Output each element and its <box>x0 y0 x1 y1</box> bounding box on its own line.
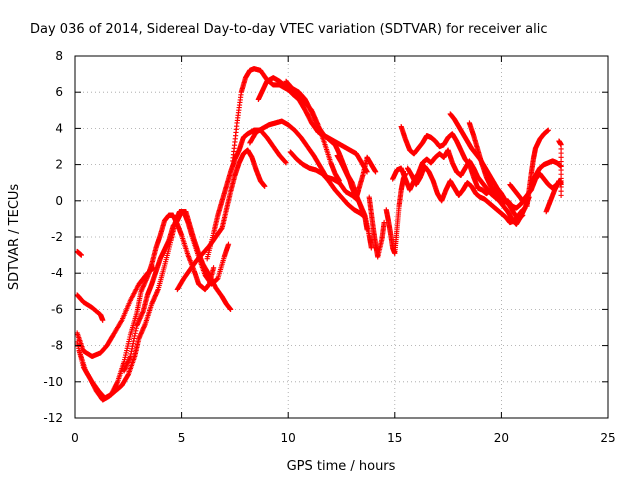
data-track <box>204 127 289 262</box>
data-point <box>283 160 289 166</box>
data-track <box>76 212 217 401</box>
x-tick-label: 5 <box>178 431 186 445</box>
plot-frame <box>74 55 609 419</box>
data-track <box>383 171 409 256</box>
x-tick-labels: 0 5 10 15 20 25 <box>71 431 615 445</box>
data-point <box>368 245 374 251</box>
y-tick-label: 6 <box>55 85 63 99</box>
data-points <box>74 66 564 403</box>
y-tick-label: 2 <box>55 158 63 172</box>
data-point <box>262 183 268 189</box>
x-tick-label: 25 <box>600 431 615 445</box>
data-point <box>78 252 84 258</box>
axis-ticks <box>74 55 609 419</box>
data-point <box>558 192 564 198</box>
y-tick-label: -10 <box>43 375 63 389</box>
data-track <box>404 163 526 226</box>
y-tick-label: 0 <box>55 194 63 208</box>
x-tick-label: 0 <box>71 431 79 445</box>
y-tick-label: -12 <box>43 411 63 425</box>
y-tick-label: 4 <box>55 121 63 135</box>
data-point <box>228 306 234 312</box>
data-point <box>100 317 106 323</box>
y-tick-labels: -12 -10 -8 -6 -4 -2 0 2 4 6 8 <box>43 49 63 425</box>
y-tick-label: -8 <box>51 339 63 353</box>
x-tick-label: 15 <box>387 431 402 445</box>
data-track <box>74 209 232 403</box>
y-tick-label: 8 <box>55 49 63 63</box>
data-track <box>74 292 106 323</box>
y-tick-label: -4 <box>51 266 63 280</box>
y-tick-label: -2 <box>51 230 63 244</box>
x-tick-label: 20 <box>494 431 509 445</box>
data-track <box>74 248 84 258</box>
data-track <box>334 152 379 200</box>
y-axis-label: SDTVAR / TECUs <box>7 184 22 291</box>
grid-lines <box>75 56 608 418</box>
y-tick-label: -6 <box>51 302 63 316</box>
data-point <box>210 265 217 271</box>
x-tick-label: 10 <box>281 431 296 445</box>
chart-title: Day 036 of 2014, Sidereal Day-to-day VTE… <box>30 22 547 37</box>
data-point <box>364 169 370 175</box>
x-axis-label: GPS time / hours <box>287 459 396 474</box>
data-point <box>225 241 232 247</box>
